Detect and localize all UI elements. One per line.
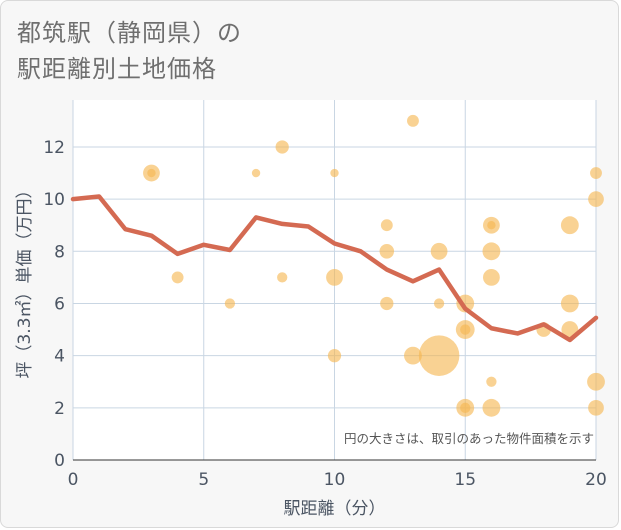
x-tick-label: 20 [585, 470, 607, 490]
grid-lines [72, 100, 597, 461]
bubble-point [418, 335, 460, 376]
bubble-point [460, 324, 471, 335]
bubble-point [460, 402, 471, 413]
y-tick-label: 10 [43, 190, 65, 210]
x-tick-label: 0 [68, 470, 79, 490]
x-tick-label: 5 [198, 470, 209, 490]
bubble-point [171, 271, 184, 284]
y-tick-label: 12 [43, 138, 65, 158]
bubble-point [277, 272, 288, 283]
x-tick-label: 10 [324, 470, 346, 490]
bubble-point [487, 221, 496, 230]
bubble-point [482, 242, 501, 261]
y-axis-label: 坪（3.3㎡）単価（万円） [15, 181, 35, 378]
bubble-point [407, 114, 419, 127]
bubble-point [380, 296, 394, 311]
chart-title-line1: 都筑駅（静岡県）の [17, 19, 242, 47]
bubble-point [147, 168, 156, 178]
bubble-point [560, 294, 579, 313]
bubble-point [275, 140, 289, 154]
bubble-point [482, 398, 501, 417]
x-axis-ticks: 0 5 10 15 20 [68, 470, 607, 490]
bubble-point [560, 216, 579, 235]
bubble-point [433, 298, 445, 309]
bubble-point [483, 268, 500, 286]
chart-title-line2: 駅距離別土地価格 [17, 55, 217, 83]
x-tick-label: 15 [454, 470, 476, 490]
average-price-line [70, 194, 599, 343]
bubble-size-note: 円の大きさは、取引のあった物件面積を示す [344, 431, 594, 446]
y-axis-ticks: 0 2 4 6 8 10 12 [43, 138, 65, 471]
bubble-point [330, 168, 339, 178]
y-tick-label: 2 [54, 399, 65, 419]
bubble-point [380, 219, 393, 232]
y-tick-label: 8 [54, 242, 65, 262]
bubble-point [326, 268, 343, 286]
bubble-point [327, 349, 342, 363]
bubble-point [430, 242, 448, 260]
bubble-point [379, 244, 395, 259]
x-axis-label: 駅距離（分） [284, 499, 386, 519]
bubble-point [590, 167, 602, 179]
bubble-point [224, 298, 236, 309]
bubble-point [587, 372, 605, 391]
y-tick-label: 4 [54, 347, 65, 367]
bubble-point [588, 191, 604, 207]
chart-title: 都筑駅（静岡県）の 駅距離別土地価格 [17, 15, 242, 87]
bubble-point [251, 168, 261, 178]
y-tick-label: 6 [54, 294, 65, 314]
bubble-point [404, 346, 422, 365]
y-tick-label: 0 [54, 451, 65, 471]
bubble-point [588, 399, 604, 416]
bubble-series [143, 114, 605, 417]
bubble-point [486, 376, 497, 387]
